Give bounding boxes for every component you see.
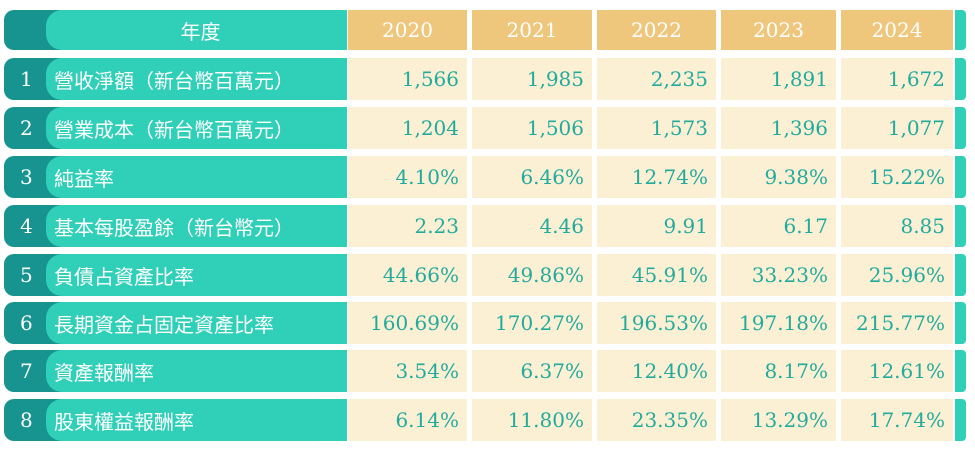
value-cell: 12.61%	[841, 350, 953, 392]
row-tab	[955, 205, 966, 247]
year-header: 2020	[348, 10, 467, 50]
row-tab	[955, 302, 966, 344]
value-cell: 9.91	[597, 205, 716, 247]
value-cell: 13.29%	[721, 399, 836, 441]
value-cell: 23.35%	[597, 399, 716, 441]
value-cell: 1,573	[597, 107, 716, 149]
row-tab	[955, 399, 966, 441]
value-cell: 4.46	[472, 205, 592, 247]
year-header: 2024	[841, 10, 953, 50]
value-cell: 12.74%	[597, 156, 716, 198]
value-cell: 160.69%	[348, 302, 467, 344]
value-cell: 197.18%	[721, 302, 836, 344]
row-tab	[955, 254, 966, 296]
value-cell: 1,891	[721, 58, 836, 100]
value-cell: 1,985	[472, 58, 592, 100]
value-cell: 4.10%	[348, 156, 467, 198]
value-cell: 9.38%	[721, 156, 836, 198]
value-cell: 45.91%	[597, 254, 716, 296]
value-cell: 2.23	[348, 205, 467, 247]
row-label: 營業成本（新台幣百萬元）	[46, 107, 347, 149]
value-cell: 25.96%	[841, 254, 953, 296]
value-cell: 1,506	[472, 107, 592, 149]
value-cell: 215.77%	[841, 302, 953, 344]
value-cell: 6.37%	[472, 350, 592, 392]
header-label: 年度	[46, 10, 347, 50]
year-header: 2022	[597, 10, 716, 50]
row-tab	[955, 107, 966, 149]
row-tab	[955, 156, 966, 198]
value-cell: 44.66%	[348, 254, 467, 296]
row-label: 資產報酬率	[46, 350, 347, 392]
row-label: 股東權益報酬率	[46, 399, 347, 441]
value-cell: 15.22%	[841, 156, 953, 198]
year-header: 2023	[721, 10, 836, 50]
value-cell: 33.23%	[721, 254, 836, 296]
value-cell: 49.86%	[472, 254, 592, 296]
row-tab	[955, 58, 966, 100]
value-cell: 1,566	[348, 58, 467, 100]
value-cell: 6.14%	[348, 399, 467, 441]
row-label: 長期資金占固定資產比率	[46, 302, 347, 344]
value-cell: 170.27%	[472, 302, 592, 344]
value-cell: 2,235	[597, 58, 716, 100]
value-cell: 17.74%	[841, 399, 953, 441]
value-cell: 3.54%	[348, 350, 467, 392]
value-cell: 6.17	[721, 205, 836, 247]
value-cell: 8.85	[841, 205, 953, 247]
row-tab	[955, 350, 966, 392]
year-header: 2021	[472, 10, 592, 50]
value-cell: 6.46%	[472, 156, 592, 198]
row-label: 基本每股盈餘（新台幣元）	[46, 205, 347, 247]
row-label: 營收淨額（新台幣百萬元）	[46, 58, 347, 100]
row-tab	[955, 10, 966, 50]
value-cell: 1,077	[841, 107, 953, 149]
value-cell: 1,672	[841, 58, 953, 100]
value-cell: 1,396	[721, 107, 836, 149]
row-label: 純益率	[46, 156, 347, 198]
row-label: 負債占資產比率	[46, 254, 347, 296]
value-cell: 8.17%	[721, 350, 836, 392]
value-cell: 1,204	[348, 107, 467, 149]
value-cell: 12.40%	[597, 350, 716, 392]
value-cell: 11.80%	[472, 399, 592, 441]
value-cell: 196.53%	[597, 302, 716, 344]
